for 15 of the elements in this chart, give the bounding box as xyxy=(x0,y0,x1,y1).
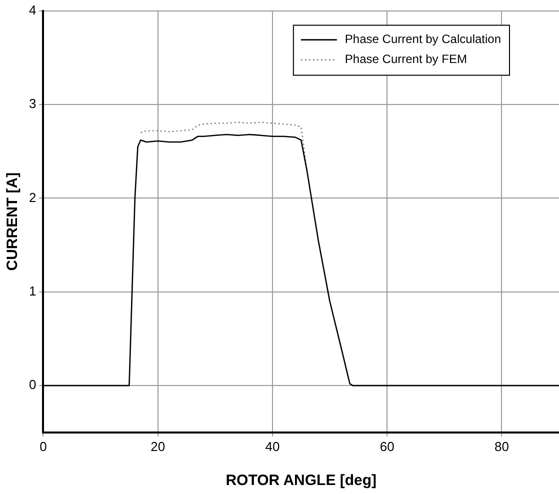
x-tick-label: 0 xyxy=(40,438,47,454)
legend-label: Phase Current by Calculation xyxy=(344,32,502,46)
x-tick-label: 20 xyxy=(150,438,166,454)
x-axis-title: ROTOR ANGLE [deg] xyxy=(226,472,377,490)
y-tick-label: 2 xyxy=(28,190,36,205)
y-tick-label: 0 xyxy=(28,377,36,392)
y-axis-title: CURRENT [A] xyxy=(4,172,22,271)
x-tick-label: 80 xyxy=(494,438,509,454)
y-tick-label: 4 xyxy=(28,2,36,18)
line-series xyxy=(140,122,308,171)
legend-label: Phase Current by FEM xyxy=(344,52,467,66)
x-tick-label: 60 xyxy=(380,438,394,454)
x-tick-label: 40 xyxy=(265,438,280,454)
y-tick-label: 1 xyxy=(28,283,36,298)
y-tick-label: 3 xyxy=(28,96,36,112)
